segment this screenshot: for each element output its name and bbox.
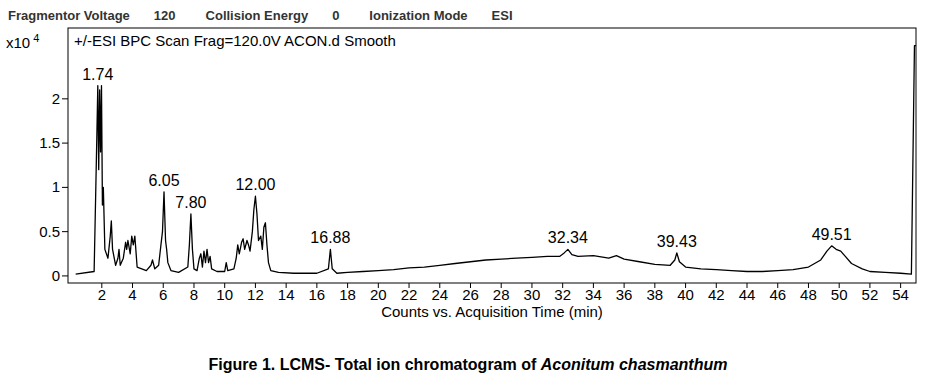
y-tick <box>62 275 68 276</box>
peak-label: 32.34 <box>548 229 588 246</box>
chromatogram-line <box>76 46 916 274</box>
header-value: ESI <box>492 8 513 23</box>
x-tick-label: 14 <box>278 286 295 303</box>
x-tick-label: 8 <box>190 286 198 303</box>
header-label: Ionization Mode <box>369 8 467 23</box>
x-tick-label: 52 <box>862 286 879 303</box>
x-tick-label: 12 <box>247 286 264 303</box>
peak-label: 1.74 <box>82 66 113 83</box>
header-label: Fragmentor Voltage <box>8 8 130 23</box>
y-tick-label: 1 <box>52 178 60 195</box>
x-tick-label: 26 <box>462 286 479 303</box>
y-tick-label: 1.5 <box>39 134 60 151</box>
chart-title: +/-ESI BPC Scan Frag=120.0V ACON.d Smoot… <box>74 32 396 49</box>
x-tick-label: 44 <box>739 286 756 303</box>
caption-label: Figure 1. <box>209 356 276 373</box>
x-tick-label: 18 <box>339 286 356 303</box>
x-tick-label: 42 <box>708 286 725 303</box>
x-tick-label: 2 <box>98 286 106 303</box>
y-tick <box>62 98 68 99</box>
x-tick-label: 50 <box>831 286 848 303</box>
x-tick-label: 46 <box>769 286 786 303</box>
x-tick-label: 48 <box>800 286 817 303</box>
x-tick-label: 40 <box>677 286 694 303</box>
x-tick-label: 24 <box>431 286 448 303</box>
y-multiplier-base: x10 <box>6 34 30 51</box>
x-tick-label: 30 <box>524 286 541 303</box>
peak-label: 7.80 <box>175 194 206 211</box>
x-tick-label: 38 <box>646 286 663 303</box>
x-tick-label: 28 <box>493 286 510 303</box>
y-tick <box>62 187 68 188</box>
x-tick-label: 6 <box>159 286 167 303</box>
y-multiplier: x104 <box>6 32 39 51</box>
x-tick-label: 54 <box>892 286 909 303</box>
header-value: 0 <box>332 8 339 23</box>
caption: Figure 1. LCMS- Total ion chromatogram o… <box>209 356 728 373</box>
y-tick <box>62 143 68 144</box>
y-multiplier-exponent: 4 <box>33 32 39 44</box>
header-label: Collision Energy <box>206 8 309 23</box>
caption-text: LCMS- Total ion chromatogram of <box>275 356 540 373</box>
caption-species: Aconitum chasmanthum <box>540 356 728 373</box>
x-tick-label: 32 <box>554 286 571 303</box>
header-value: 120 <box>154 8 176 23</box>
x-tick-label: 20 <box>370 286 387 303</box>
peak-label: 12.00 <box>235 176 275 193</box>
peak-label: 6.05 <box>148 172 179 189</box>
y-tick <box>62 231 68 232</box>
x-tick-label: 16 <box>309 286 326 303</box>
x-axis-label: Counts vs. Acquisition Time (min) <box>381 303 603 320</box>
y-tick-label: 2 <box>52 90 60 107</box>
x-tick-label: 10 <box>216 286 233 303</box>
x-tick-label: 4 <box>128 286 136 303</box>
peak-label: 49.51 <box>812 226 852 243</box>
x-tick-label: 34 <box>585 286 602 303</box>
plot-area <box>76 46 916 274</box>
peak-label: 16.88 <box>310 229 350 246</box>
peak-label: 39.43 <box>657 233 697 250</box>
y-tick-label: 0.5 <box>39 223 60 240</box>
y-tick-label: 0 <box>52 267 60 284</box>
chart: Fragmentor Voltage120Collision Energy0Io… <box>0 0 936 390</box>
plot-frame <box>68 28 916 283</box>
x-tick-label: 36 <box>616 286 633 303</box>
x-tick-label: 22 <box>401 286 418 303</box>
